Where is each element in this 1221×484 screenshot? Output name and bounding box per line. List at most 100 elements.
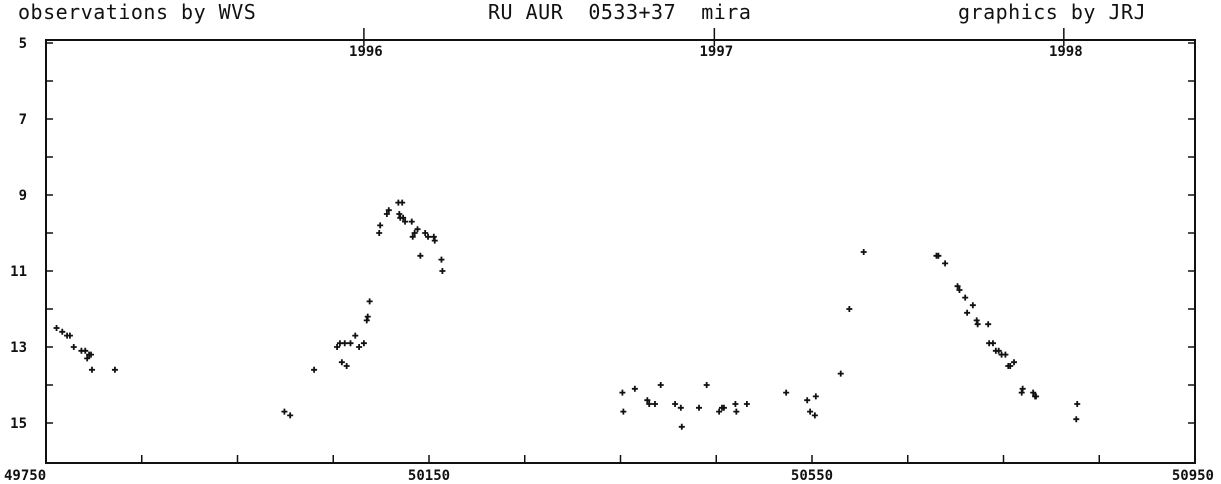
data-point <box>70 344 77 350</box>
data-point <box>377 222 384 229</box>
data-point <box>969 302 976 309</box>
data-point <box>281 408 288 415</box>
data-point <box>733 408 740 415</box>
data-point <box>385 207 392 214</box>
year-label: 1996 <box>349 44 383 60</box>
x-tick-label: 50950 <box>1172 468 1214 484</box>
data-point <box>646 401 653 407</box>
year-label: 1998 <box>1049 44 1083 60</box>
data-point <box>935 252 942 259</box>
data-point <box>360 340 367 347</box>
data-point <box>356 344 363 350</box>
data-point <box>678 423 685 430</box>
data-point <box>111 366 118 373</box>
data-point <box>812 393 819 400</box>
data-point <box>414 226 421 233</box>
data-point <box>672 401 679 407</box>
data-point <box>59 328 66 335</box>
plot-frame <box>45 39 1196 464</box>
data-point <box>1007 363 1014 369</box>
y-tick-label: 9 <box>19 188 27 204</box>
data-point <box>985 321 992 328</box>
data-point <box>720 404 727 411</box>
data-point <box>783 389 790 396</box>
data-point <box>53 325 60 331</box>
data-point <box>338 359 345 366</box>
data-point <box>651 401 658 407</box>
data-point <box>860 249 867 255</box>
data-point <box>973 317 980 324</box>
data-point <box>341 340 348 347</box>
data-point <box>431 237 438 244</box>
data-point <box>995 347 1002 354</box>
axis-ticks <box>45 28 1196 463</box>
data-point <box>644 397 651 404</box>
data-point <box>88 366 95 373</box>
data-point <box>964 309 971 316</box>
data-point <box>438 256 445 263</box>
header-right-text: graphics by JRJ <box>958 0 1147 24</box>
data-point <box>962 294 969 301</box>
data-point <box>1018 389 1025 396</box>
data-point <box>334 344 341 350</box>
y-tick-label: 11 <box>10 264 27 280</box>
data-point <box>696 404 703 411</box>
data-point <box>954 283 961 290</box>
data-point <box>409 233 416 240</box>
header-left-text: observations by WVS <box>18 0 257 24</box>
data-points <box>53 199 1081 430</box>
x-tick-label: 50150 <box>408 468 450 484</box>
data-point <box>82 347 89 354</box>
year-label: 1997 <box>699 44 733 60</box>
data-point <box>1002 351 1009 358</box>
data-point <box>287 412 294 419</box>
data-point <box>956 287 963 293</box>
data-point <box>974 321 981 328</box>
data-point <box>1073 416 1080 423</box>
data-point <box>343 363 350 369</box>
data-point <box>989 340 996 347</box>
axis-tick-labels: 1996 1997 1998 5 7 9 11 13 15 49750 50150 50550 5095… <box>4 36 1214 484</box>
data-point <box>376 230 383 236</box>
data-point <box>1074 401 1081 407</box>
data-point <box>657 382 664 388</box>
data-point <box>804 397 811 404</box>
data-point <box>811 412 818 419</box>
data-point <box>396 211 403 217</box>
data-point <box>402 218 409 225</box>
data-point <box>1019 385 1026 392</box>
data-point <box>703 382 710 388</box>
data-point <box>942 260 949 267</box>
data-point <box>417 252 424 259</box>
data-point <box>422 230 429 236</box>
data-point <box>425 233 432 240</box>
data-point <box>846 306 853 312</box>
data-point <box>439 268 446 274</box>
data-point <box>1033 393 1040 400</box>
data-point <box>807 408 814 415</box>
data-point <box>84 355 91 362</box>
data-point <box>620 408 627 415</box>
data-point <box>732 401 739 407</box>
y-tick-label: 13 <box>10 340 27 356</box>
data-point <box>1011 359 1018 366</box>
data-point <box>430 233 437 240</box>
x-tick-label: 49750 <box>4 468 46 484</box>
data-point <box>411 230 418 236</box>
y-tick-label: 15 <box>10 416 27 432</box>
y-tick-label: 5 <box>19 36 27 52</box>
data-point <box>1030 389 1037 396</box>
x-tick-label: 50550 <box>791 468 833 484</box>
header-center-title: RU AUR 0533+37 mira <box>488 0 752 24</box>
data-point <box>383 211 390 217</box>
y-tick-label: 7 <box>19 112 27 128</box>
data-point <box>619 389 626 396</box>
data-point <box>408 218 415 225</box>
data-point <box>400 214 407 221</box>
data-point <box>716 408 723 415</box>
data-point <box>837 370 844 377</box>
data-point <box>677 404 684 411</box>
data-point <box>366 298 373 305</box>
data-point <box>311 366 318 373</box>
